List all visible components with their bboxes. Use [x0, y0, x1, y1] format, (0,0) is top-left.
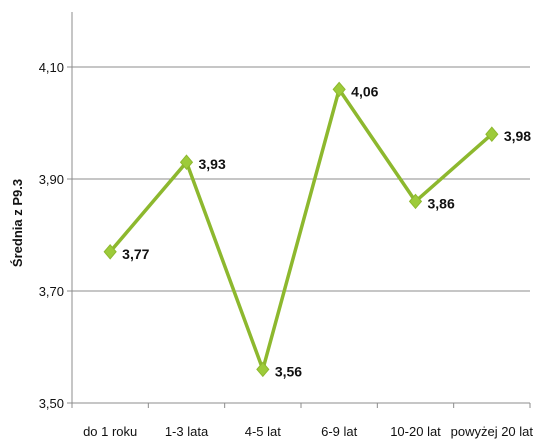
data-point-marker [485, 126, 499, 142]
data-point-marker [179, 154, 194, 170]
data-point-marker [256, 361, 270, 378]
data-label: 4,06 [351, 83, 378, 99]
data-label: 3,86 [428, 195, 455, 211]
gridlines [72, 66, 530, 292]
data-label: 3,77 [122, 246, 149, 262]
data-point-marker [332, 81, 346, 98]
x-tick-label: 10-20 lat [390, 424, 441, 439]
data-label: 3,98 [504, 128, 531, 144]
x-tick-label: powyżej 20 lat [451, 424, 534, 439]
y-tick-label: 4,10 [39, 60, 64, 75]
x-tick-label: 6-9 lat [321, 424, 358, 439]
x-tick-labels: do 1 roku 1-3 lata 4-5 lat 6-9 lat 10-20 lat… [83, 424, 533, 439]
series-layer [103, 81, 499, 378]
data-labels: 3,77 3,93 3,56 4,06 3,86 3,98 [122, 83, 531, 379]
x-tick-label: do 1 roku [83, 424, 137, 439]
y-axis-title: Średnia z P9.3 [10, 179, 25, 267]
data-point-marker [408, 193, 423, 210]
data-point-marker [103, 244, 117, 260]
y-tick-label: 3,70 [39, 284, 64, 299]
x-tick-label: 4-5 lat [245, 424, 282, 439]
axes [67, 12, 531, 408]
x-tick-label: 1-3 lata [165, 424, 209, 439]
y-tick-label: 3,50 [39, 396, 64, 411]
y-tick-label: 3,90 [39, 172, 64, 187]
y-tick-labels: 3,50 3,70 3,90 4,10 [39, 60, 64, 411]
series-line [108, 85, 493, 376]
data-label: 3,93 [199, 156, 226, 172]
data-label: 3,56 [275, 363, 302, 379]
